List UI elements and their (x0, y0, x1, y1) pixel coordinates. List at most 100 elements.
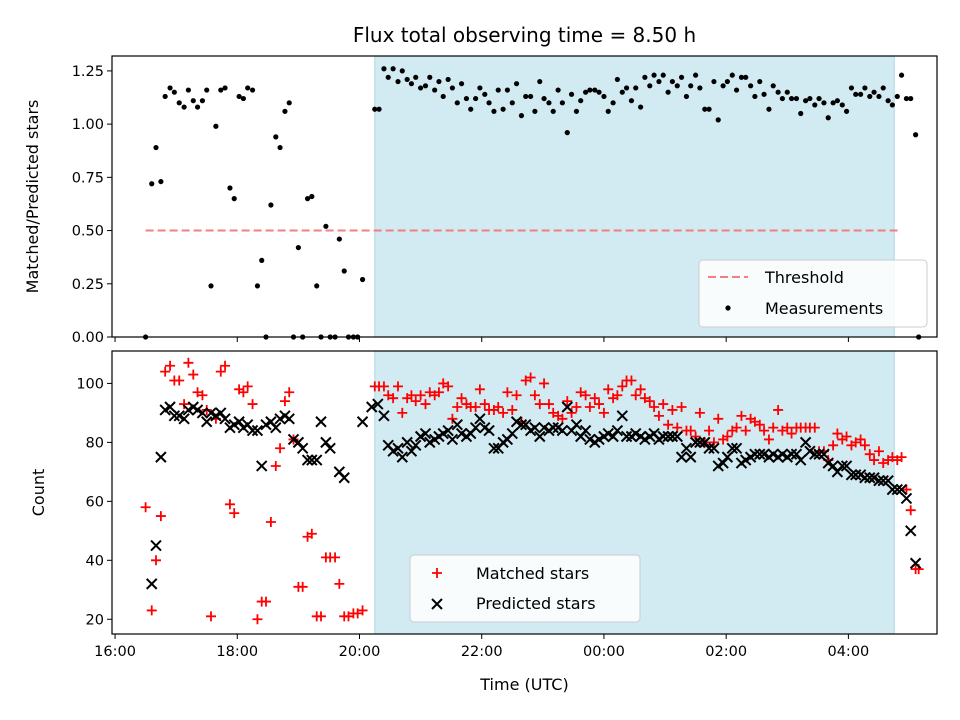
data-point (889, 102, 895, 108)
data-point (301, 454, 314, 466)
y-tick-label: 100 (76, 376, 104, 392)
data-point (404, 76, 410, 83)
data-point (830, 100, 836, 106)
data-point (799, 436, 812, 449)
data-point (768, 422, 779, 433)
data-point (507, 404, 518, 415)
data-point (633, 85, 639, 91)
data-point (660, 72, 666, 78)
data-point (392, 442, 404, 454)
data-point (286, 100, 292, 106)
data-point (779, 95, 785, 102)
data-point (871, 89, 877, 95)
data-point (726, 442, 738, 454)
data-point (442, 424, 454, 437)
data-point (635, 384, 646, 395)
data-point (449, 85, 455, 91)
data-point (509, 100, 515, 106)
data-point (616, 410, 628, 422)
x-tick-label: 20:00 (339, 644, 381, 660)
data-point (555, 87, 561, 93)
series-matched-stars (140, 357, 924, 625)
data-point (651, 72, 657, 78)
data-point (534, 430, 546, 443)
data-point (898, 72, 905, 78)
data-point (785, 448, 798, 460)
legend-threshold-label: Threshold (764, 268, 844, 287)
legend-predicted-label: Predicted stars (476, 594, 596, 613)
data-point (818, 448, 830, 460)
data-point (171, 89, 177, 95)
data-point (862, 85, 868, 91)
data-point (564, 130, 570, 136)
data-point (620, 430, 633, 443)
data-point (853, 91, 859, 97)
data-point (795, 454, 807, 466)
data-point (724, 78, 730, 85)
data-point (669, 78, 675, 85)
data-point (256, 460, 268, 472)
data-point (617, 381, 628, 392)
data-point (491, 108, 497, 114)
data-point (895, 483, 908, 496)
data-point (537, 78, 543, 85)
data-point (523, 93, 529, 100)
data-point (410, 439, 422, 452)
data-point (279, 396, 290, 407)
data-point (699, 436, 711, 449)
data-point (905, 525, 917, 537)
data-point (638, 104, 644, 110)
data-point (506, 427, 518, 440)
data-point (261, 596, 271, 607)
data-point (399, 68, 405, 74)
data-point (754, 448, 766, 460)
data-point (185, 87, 191, 93)
data-point (252, 614, 263, 625)
data-point (704, 425, 715, 436)
data-point (268, 202, 274, 208)
data-point (644, 396, 655, 407)
legend-measurements-label: Measurements (765, 299, 883, 318)
data-point (913, 132, 919, 138)
data-point (803, 98, 809, 104)
data-point (539, 378, 550, 389)
y-tick-label: 20 (86, 612, 104, 628)
data-point (908, 95, 914, 102)
data-point (573, 108, 580, 114)
data-point (880, 85, 886, 91)
data-point (242, 381, 253, 392)
data-point (657, 430, 669, 443)
data-point (662, 430, 674, 443)
data-point (151, 555, 161, 566)
data-point (598, 407, 609, 418)
data-point (336, 236, 342, 242)
legend-frame (409, 554, 641, 623)
data-point (254, 283, 261, 289)
data-point (406, 390, 417, 401)
data-point (855, 434, 866, 445)
data-point (594, 399, 605, 410)
data-point (150, 539, 162, 552)
data-point (292, 436, 305, 449)
data-point (338, 472, 350, 484)
data-point (864, 449, 875, 460)
y-tick-label: 1.25 (72, 64, 104, 80)
data-point (418, 85, 424, 91)
data-point (366, 401, 378, 413)
data-point (167, 85, 173, 91)
data-point (215, 407, 227, 419)
data-point (683, 93, 690, 100)
data-point (900, 492, 913, 505)
data-point (238, 387, 249, 398)
data-point (877, 475, 889, 487)
data-point (671, 430, 683, 443)
data-point (446, 433, 459, 446)
data-point (420, 399, 431, 410)
data-point (784, 89, 790, 95)
data-point (761, 91, 767, 97)
data-point (859, 440, 870, 451)
data-point (165, 360, 176, 371)
y-tick-label: 0.00 (72, 330, 104, 346)
chart-title: Flux total observing time = 8.50 h (353, 23, 696, 47)
